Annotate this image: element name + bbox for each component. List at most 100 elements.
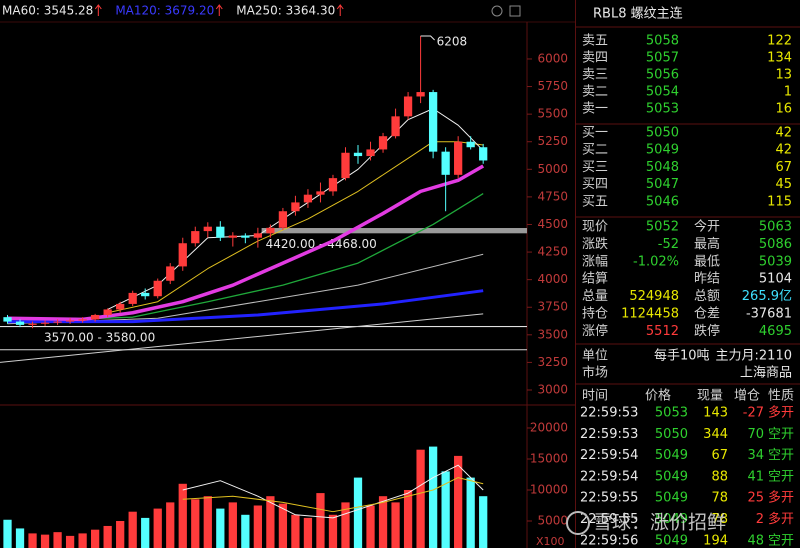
legend-entry: MA120: 3679.20 (115, 4, 214, 18)
book-price: 5056 (646, 68, 679, 83)
y2-tick-label: 15000 (530, 451, 568, 465)
volume-bar (241, 514, 250, 548)
y2-tick-label: 5000 (537, 513, 568, 527)
volume-bar (428, 446, 438, 548)
book-label: 卖四 (582, 51, 608, 66)
y2-tick-label: 20000 (530, 420, 568, 434)
volume-ma-line (182, 464, 484, 519)
volume-bar (253, 505, 262, 548)
candle-body (303, 194, 313, 203)
book-label: 卖三 (582, 68, 608, 83)
volume-bar (266, 496, 275, 548)
book-price: 5049 (646, 143, 679, 158)
candle-body (203, 226, 212, 232)
book-volume: 115 (767, 194, 792, 209)
candle-body (28, 323, 37, 325)
candle-body (441, 151, 450, 175)
trade-cell: 22:59:53 (580, 427, 638, 442)
candle-body (166, 266, 175, 281)
volume-bar (65, 535, 75, 548)
book-price: 5058 (646, 34, 679, 49)
candle-body (191, 231, 200, 244)
volume-bar (166, 502, 175, 548)
legend-arrow (94, 4, 102, 16)
book-price: 5050 (646, 126, 679, 141)
stat-value: 5086 (759, 237, 792, 252)
stat-label: 昨结 (694, 272, 720, 287)
trade-cell: 多开 (768, 511, 794, 527)
price-panel: 4420.00 - 4468.00 3570.00 - 3580.00 6208 (0, 35, 527, 363)
candle-body (278, 211, 288, 228)
candle-body (391, 116, 400, 137)
stat-label: 总量 (582, 289, 608, 304)
main-month: 主力月:2110 (716, 349, 792, 364)
max-label: 6208 (437, 35, 468, 49)
trade-cell: 5053 (655, 406, 688, 421)
book-volume: 122 (767, 34, 792, 49)
candle-body (40, 322, 50, 324)
book-label: 买三 (582, 160, 608, 175)
candle-body (416, 92, 425, 97)
volume-bar (141, 517, 150, 548)
candle-body (15, 321, 25, 325)
trade-cell: 78 (711, 491, 728, 506)
book-price: 5046 (646, 194, 679, 209)
stat-value: -37681 (746, 307, 792, 322)
zone (261, 228, 527, 234)
volume-bar (116, 520, 125, 548)
legend-arrow (215, 4, 223, 16)
candle-body (316, 191, 325, 195)
y-tick-label: 3000 (537, 382, 568, 396)
stat-label: 最高 (694, 236, 720, 252)
axes: 3000 3250 3500 3750 4000 4250 4500 4750 5000 5250… (527, 51, 568, 548)
book-price: 5054 (646, 85, 679, 100)
volume-bar (53, 532, 62, 548)
stat-value: 1124458 (621, 307, 679, 322)
window-icons (491, 5, 521, 17)
candle-body (454, 141, 463, 175)
stat-label: 涨停 (582, 323, 608, 339)
trade-header: 现量 (697, 389, 723, 404)
trade-cell: 344 (703, 427, 728, 442)
trade-cell: 5049 (655, 512, 688, 527)
book-volume: 42 (775, 126, 792, 141)
candle-body (116, 303, 125, 310)
trade-header: 价格 (645, 388, 671, 404)
candle-body (479, 147, 488, 161)
y-tick-label: 4500 (537, 217, 568, 231)
volume-bar (228, 502, 237, 548)
book-volume: 42 (775, 143, 792, 158)
trade-cell: 25 (747, 491, 764, 506)
volume-bar (328, 514, 338, 548)
legend-entry: MA250: 3364.30 (236, 4, 335, 18)
stat-value: 4695 (759, 324, 792, 339)
candle-body (241, 235, 250, 238)
volume-bar (441, 471, 450, 548)
ma-line (0, 313, 484, 363)
volume-bar (316, 493, 325, 548)
trade-cell: -27 (743, 406, 764, 421)
watermark-box: 雪球：涨价招鲜 (566, 511, 726, 535)
candle-body (403, 96, 413, 117)
stat-label: 总额 (694, 289, 720, 304)
y-tick-label: 3250 (537, 355, 568, 369)
book-volume: 134 (767, 51, 792, 66)
y-tick-label: 3750 (537, 300, 568, 314)
stat-label: 现价 (582, 220, 608, 235)
maximize-icon[interactable] (509, 5, 521, 17)
stat-value: -52 (658, 237, 679, 252)
volume-bar (40, 534, 50, 548)
candle-body (353, 152, 363, 157)
book-price: 5047 (646, 177, 679, 192)
candle-body (178, 243, 187, 267)
settings-icon[interactable] (491, 5, 503, 17)
trade-cell: 空开 (768, 469, 794, 484)
candle-body (141, 292, 150, 297)
trade-cell: 22:59:53 (580, 406, 638, 421)
volume-bar (28, 533, 37, 548)
book-volume: 1 (784, 85, 792, 100)
book-price: 5053 (646, 102, 679, 117)
candle-body (53, 321, 62, 323)
volume-bar (191, 499, 200, 548)
